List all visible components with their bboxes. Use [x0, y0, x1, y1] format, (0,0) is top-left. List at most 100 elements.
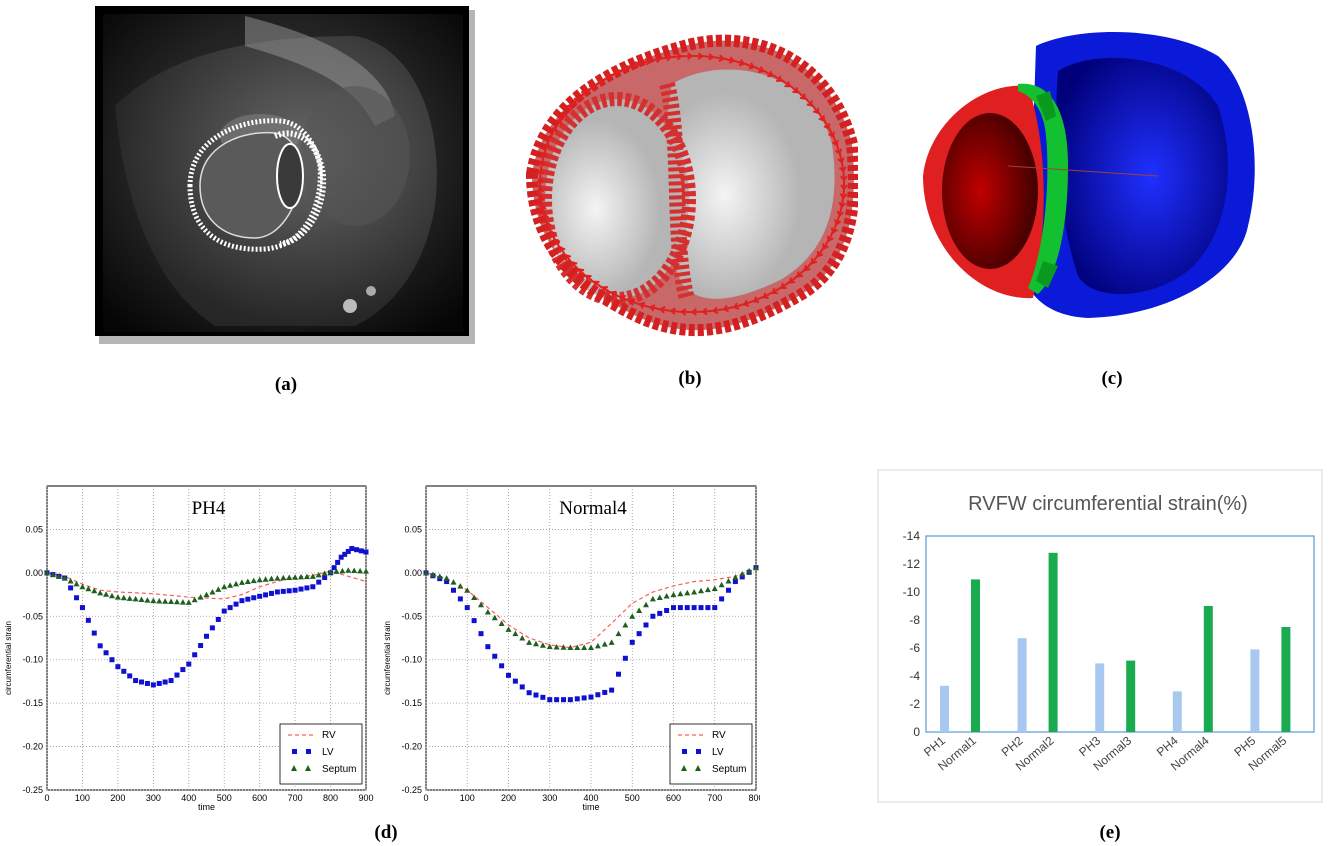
data-point-septum	[649, 595, 656, 602]
data-point-lv	[519, 684, 525, 690]
data-point-septum	[333, 568, 340, 574]
data-point-septum	[280, 574, 287, 581]
y-tick-label: -8	[909, 613, 920, 627]
data-point-lv	[457, 596, 463, 602]
data-point-lv	[478, 631, 484, 637]
data-point-lv	[257, 593, 263, 599]
vector-arrow	[648, 304, 661, 312]
data-point-lv	[444, 579, 450, 585]
data-point-lv	[363, 549, 369, 555]
x-tick-label: 500	[625, 793, 640, 803]
vector-arrow	[763, 69, 774, 78]
data-point-lv	[712, 605, 718, 611]
data-point-septum	[250, 577, 257, 584]
chart-title: RVFW circumferential strain(%)	[968, 493, 1248, 515]
data-point-lv	[91, 630, 97, 636]
data-point-septum	[574, 644, 581, 651]
vector-arrow	[839, 170, 848, 182]
data-point-septum	[739, 571, 746, 577]
data-point-lv	[133, 678, 139, 684]
data-point-lv	[310, 584, 316, 590]
data-point-lv	[180, 667, 186, 673]
data-point-lv	[79, 605, 85, 611]
x-tick-label: 0	[423, 793, 428, 803]
y-tick-label: 0.05	[25, 524, 43, 534]
legend-swatch	[681, 765, 687, 771]
data-point-lv	[643, 622, 649, 628]
data-point-lv	[121, 668, 127, 674]
data-point-septum	[256, 576, 263, 583]
caption-b: (b)	[678, 368, 702, 389]
legend-swatch	[682, 749, 687, 754]
data-point-lv	[144, 680, 150, 686]
bar-normal3	[1126, 660, 1136, 732]
vector-arrow	[743, 62, 756, 70]
data-point-lv	[186, 661, 192, 667]
data-point-septum	[601, 641, 608, 647]
legend-swatch	[305, 765, 311, 771]
data-point-lv	[485, 644, 491, 650]
data-point-lv	[292, 587, 298, 593]
x-tick-label: 300	[542, 793, 557, 803]
data-point-lv	[588, 694, 594, 700]
data-point-septum	[79, 583, 86, 590]
data-point-septum	[126, 595, 133, 601]
data-point-septum	[233, 580, 240, 587]
data-point-lv	[251, 595, 257, 601]
y-tick-label: -12	[903, 557, 921, 571]
data-point-lv	[162, 679, 168, 685]
caption-e: (e)	[1099, 822, 1121, 843]
data-point-septum	[67, 577, 74, 584]
data-point-septum	[156, 597, 163, 604]
data-point-lv	[349, 546, 355, 552]
x-tick-label: 600	[666, 793, 681, 803]
y-tick-label: -0.25	[401, 785, 422, 795]
data-point-septum	[185, 599, 192, 605]
x-tick-label: 100	[460, 793, 475, 803]
data-point-lv	[354, 547, 360, 553]
bar-normal2	[1048, 552, 1058, 732]
vector-arrow	[639, 58, 652, 66]
data-point-septum	[173, 598, 180, 605]
data-point-septum	[103, 591, 110, 597]
data-point-lv	[602, 689, 608, 695]
data-point-lv	[636, 631, 642, 637]
data-point-lv	[286, 588, 292, 594]
data-point-lv	[512, 678, 518, 684]
data-point-lv	[115, 664, 121, 670]
data-point-lv	[221, 608, 227, 614]
data-point-septum	[327, 568, 334, 575]
data-point-lv	[616, 671, 621, 677]
data-point-lv	[322, 574, 328, 580]
data-point-lv	[239, 598, 245, 604]
data-point-lv	[705, 605, 711, 611]
legend-label: RV	[712, 730, 726, 741]
x-tick-label: 200	[110, 793, 125, 803]
data-point-septum	[162, 598, 169, 604]
vector-arrow	[762, 291, 773, 299]
data-point-lv	[526, 690, 532, 696]
data-point-lv	[204, 633, 209, 639]
data-point-septum	[533, 640, 539, 647]
data-point-septum	[339, 567, 346, 574]
data-point-septum	[423, 569, 429, 576]
data-point-lv	[97, 643, 103, 649]
data-point-lv	[109, 657, 115, 663]
region-mesh-image	[923, 32, 1255, 319]
series-line-rv	[425, 567, 757, 649]
fiber-vector-mesh-image	[525, 34, 860, 337]
data-point-lv	[677, 605, 683, 611]
vector-arrow	[619, 294, 631, 303]
data-point-lv	[331, 565, 337, 571]
vector-arrow	[713, 54, 725, 62]
vector-arrow	[702, 53, 715, 61]
data-point-septum	[526, 639, 533, 645]
y-axis-label: circumferential strain	[383, 621, 392, 695]
y-tick-label: -0.15	[401, 698, 422, 708]
legend-swatch	[292, 749, 297, 754]
data-point-septum	[120, 594, 127, 601]
region-mesh-panel	[918, 26, 1260, 320]
data-point-septum	[138, 596, 145, 602]
data-point-lv	[464, 605, 470, 611]
chart-frame	[877, 469, 1323, 803]
